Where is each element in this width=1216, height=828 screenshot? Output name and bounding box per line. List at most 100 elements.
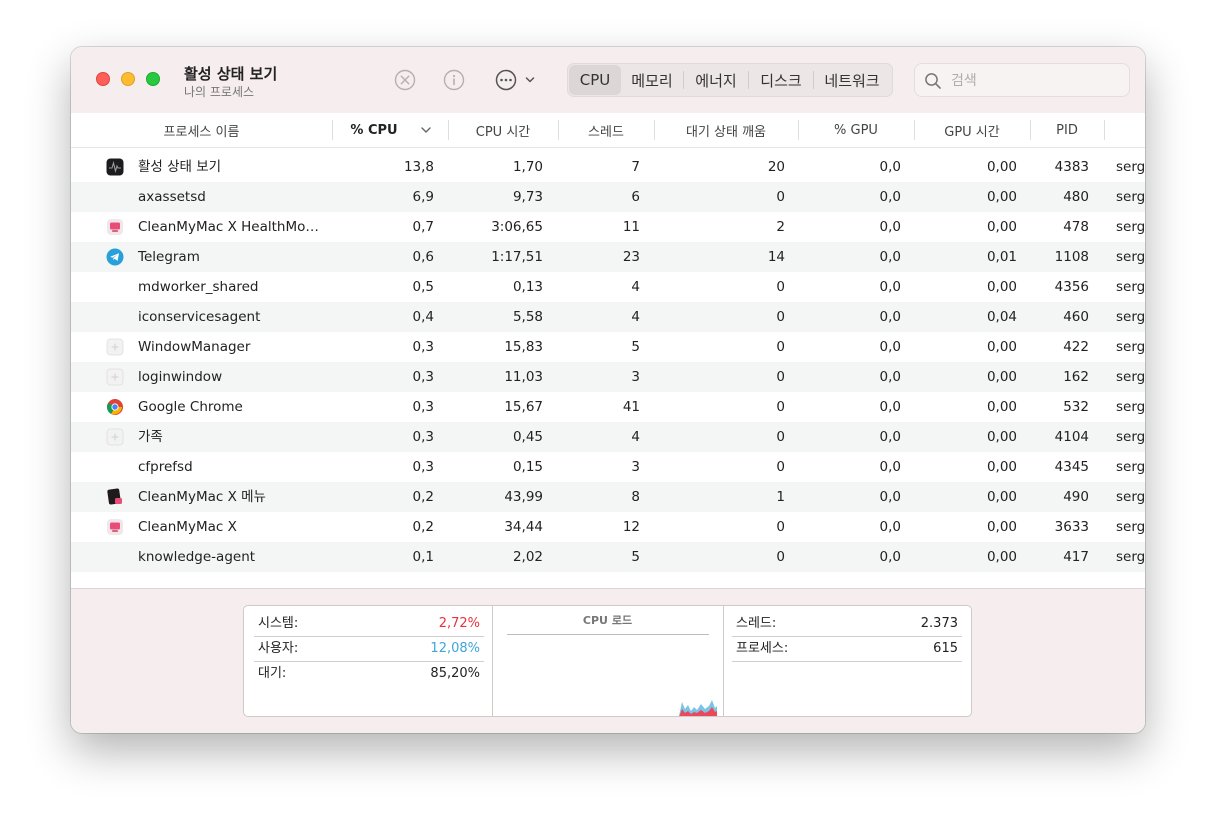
cell-cpu-time: 11,03 [504, 369, 543, 385]
process-name: loginwindow [138, 369, 223, 385]
column-header-idle-wakeups[interactable]: 대기 상태 깨움 [685, 124, 767, 140]
column-header-pid[interactable]: PID [1056, 122, 1078, 138]
stop-process-button[interactable] [392, 68, 418, 92]
table-row[interactable]: 가족 0,3 0,45 4 0 0,0 0,00 4104 serg [71, 422, 1145, 452]
cell-gpu: 0,0 [879, 429, 901, 445]
column-header-gpu-percent[interactable]: % GPU [834, 122, 878, 138]
cell-threads: 3 [631, 459, 640, 475]
stat-label: 프로세스: [736, 641, 789, 656]
column-divider[interactable] [332, 120, 333, 140]
stat-label: 사용자: [258, 641, 299, 656]
stat-divider [254, 636, 484, 637]
toolbar: 활성 상태 보기 나의 프로세스 CPU [71, 47, 1145, 114]
cell-user: serg [1116, 549, 1145, 565]
tab-network[interactable]: 네트워크 [824, 71, 880, 90]
table-row[interactable]: Telegram 0,6 1:17,51 23 14 0,0 0,01 1108 serg [71, 242, 1145, 272]
cell-gpu-time: 0,01 [986, 249, 1017, 265]
cell-gpu: 0,0 [879, 549, 901, 565]
table-row[interactable]: cfprefsd 0,3 0,15 3 0 0,0 0,00 4345 serg [71, 452, 1145, 482]
table-row[interactable]: iconservicesagent 0,4 5,58 4 0 0,0 0,04 460 serg [71, 302, 1145, 332]
cleanmymac-menu-icon [106, 488, 124, 506]
tab-memory[interactable]: 메모리 [631, 71, 673, 90]
tab-cpu[interactable]: CPU [569, 65, 621, 95]
column-divider[interactable] [1104, 120, 1105, 140]
cell-user: serg [1116, 189, 1145, 205]
cell-cpu: 0,5 [412, 279, 434, 295]
close-window-button[interactable] [96, 72, 110, 86]
panel-divider [723, 606, 724, 716]
column-header-cpu-time[interactable]: CPU 시간 [475, 124, 531, 140]
table-row[interactable]: CleanMyMac X 메뉴 0,2 43,99 8 1 0,0 0,00 490 serg [71, 482, 1145, 512]
cell-user: serg [1116, 219, 1145, 235]
cell-gpu: 0,0 [879, 519, 901, 535]
cell-gpu-time: 0,00 [986, 429, 1017, 445]
cell-pid: 4104 [1054, 429, 1089, 445]
cell-cpu: 0,3 [412, 369, 434, 385]
column-divider[interactable] [798, 120, 799, 140]
table-row[interactable]: loginwindow 0,3 11,03 3 0 0,0 0,00 162 serg [71, 362, 1145, 392]
x-circle-icon [394, 69, 416, 91]
process-name: 활성 상태 보기 [138, 159, 222, 175]
table-row[interactable]: WindowManager 0,3 15,83 5 0 0,0 0,00 422 serg [71, 332, 1145, 362]
zoom-window-button[interactable] [146, 72, 160, 86]
inspect-process-button[interactable] [441, 68, 467, 92]
column-divider[interactable] [558, 120, 559, 140]
cleanmymac-icon [106, 218, 124, 236]
cell-gpu-time: 0,00 [986, 399, 1017, 415]
tab-disk[interactable]: 디스크 [760, 71, 802, 90]
column-divider[interactable] [654, 120, 655, 140]
search-input[interactable] [949, 70, 1123, 92]
chrome-icon [106, 398, 124, 416]
cell-cpu: 0,3 [412, 429, 434, 445]
stat-value: 85,20% [430, 666, 480, 681]
table-row[interactable]: CleanMyMac X HealthMo… 0,7 3:06,65 11 2 0,0 0,… [71, 212, 1145, 242]
panel-divider [492, 606, 493, 716]
cell-wakeups: 20 [767, 159, 785, 175]
cell-gpu-time: 0,00 [986, 489, 1017, 505]
cell-wakeups: 2 [776, 219, 785, 235]
column-header-threads[interactable]: 스레드 [588, 124, 624, 140]
stat-system: 시스템: 2,72% [258, 612, 480, 636]
cell-gpu-time: 0,00 [986, 339, 1017, 355]
column-divider[interactable] [914, 120, 915, 140]
table-row[interactable]: CleanMyMac X 0,2 34,44 12 0 0,0 0,00 3633 serg [71, 512, 1145, 542]
process-name: knowledge-agent [138, 549, 256, 565]
cell-gpu-time: 0,00 [986, 519, 1017, 535]
cell-cpu: 0,2 [412, 489, 434, 505]
cpu-summary-panel: 시스템: 2,72% 사용자: 12,08% 대기: 85,20% CPU 로드 [71, 588, 1145, 733]
cell-gpu-time: 0,00 [986, 549, 1017, 565]
cell-cpu: 0,2 [412, 519, 434, 535]
stat-label: 대기: [258, 666, 287, 681]
cell-cpu: 0,4 [412, 309, 434, 325]
cell-cpu-time: 15,67 [504, 399, 543, 415]
cell-gpu: 0,0 [879, 339, 901, 355]
more-actions-menu[interactable] [492, 68, 540, 92]
column-divider[interactable] [448, 120, 449, 140]
column-divider[interactable] [1030, 120, 1031, 140]
stat-divider [732, 661, 962, 662]
column-header-gpu-time[interactable]: GPU 시간 [944, 124, 1000, 140]
column-header-process-name[interactable]: 프로세스 이름 [163, 124, 240, 140]
cell-pid: 532 [1063, 399, 1089, 415]
cell-threads: 8 [631, 489, 640, 505]
tab-energy[interactable]: 에너지 [695, 71, 737, 90]
table-row[interactable]: knowledge-agent 0,1 2,02 5 0 0,0 0,00 417 serg [71, 542, 1145, 572]
cell-gpu-time: 0,04 [986, 309, 1017, 325]
table-row[interactable]: 활성 상태 보기 13,8 1,70 7 20 0,0 0,00 4383 serg [71, 152, 1145, 182]
tab-separator [683, 71, 684, 89]
search-field[interactable] [914, 63, 1130, 97]
cell-pid: 4345 [1054, 459, 1089, 475]
cell-user: serg [1116, 429, 1145, 445]
cell-cpu-time: 1,70 [512, 159, 543, 175]
table-row[interactable]: axassetsd 6,9 9,73 6 0 0,0 0,00 480 serg [71, 182, 1145, 212]
table-row[interactable]: Google Chrome 0,3 15,67 41 0 0,0 0,00 532 serg [71, 392, 1145, 422]
minimize-window-button[interactable] [121, 72, 135, 86]
tab-separator [748, 71, 749, 89]
cell-pid: 417 [1063, 549, 1089, 565]
stat-value: 615 [933, 641, 958, 656]
window-title: 활성 상태 보기 [184, 65, 278, 83]
cell-cpu-time: 15,83 [504, 339, 543, 355]
column-header-cpu-percent[interactable]: % CPU [341, 113, 441, 147]
process-name: CleanMyMac X 메뉴 [138, 489, 266, 505]
table-row[interactable]: mdworker_shared 0,5 0,13 4 0 0,0 0,00 4356 serg [71, 272, 1145, 302]
